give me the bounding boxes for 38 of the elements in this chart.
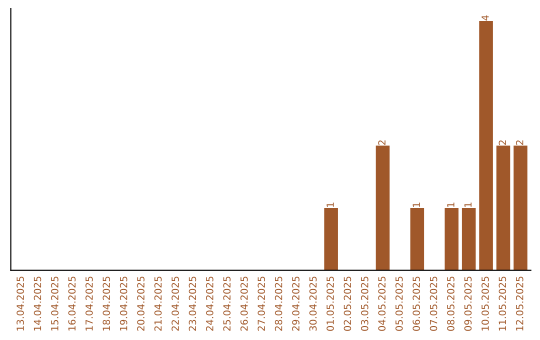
x-tick-label: 24.04.2025 — [206, 276, 214, 331]
x-tick-label: 06.05.2025 — [412, 276, 420, 331]
x-tick-label: 05.05.2025 — [395, 276, 403, 331]
x-tick-label: 15.04.2025 — [51, 276, 58, 330]
data-label: 2 — [378, 140, 386, 145]
x-tick-label: 18.04.2025 — [102, 276, 110, 330]
data-label: 1 — [464, 202, 472, 207]
x-tick-label: 27.04.2025 — [258, 276, 266, 331]
x-tick-label: 26.04.2025 — [240, 276, 248, 331]
data-label: 1 — [447, 202, 454, 207]
x-tick-label: 30.04.2025 — [309, 276, 317, 331]
x-tick-label: 03.05.2025 — [360, 276, 368, 331]
x-tick-label: 28.04.2025 — [274, 276, 282, 331]
x-tick-label: 25.04.2025 — [223, 276, 231, 331]
data-label: 1 — [412, 202, 420, 207]
x-tick-label: 29.04.2025 — [292, 276, 300, 331]
x-tick-label: 12.05.2025 — [516, 276, 524, 330]
x-tick-label: 10.05.2025 — [482, 276, 489, 330]
data-label: 4 — [482, 15, 489, 20]
x-tick-label: 11.05.2025 — [498, 276, 506, 330]
data-label: 2 — [516, 140, 524, 145]
x-tick-label: 22.04.2025 — [172, 276, 179, 331]
x-tick-label: 13.04.2025 — [16, 276, 24, 330]
x-tick-label: 21.04.2025 — [154, 276, 162, 331]
x-tick-label: 01.05.2025 — [326, 276, 334, 331]
x-tick-label: 17.04.2025 — [85, 276, 93, 330]
x-tick-label: 09.05.2025 — [464, 276, 472, 331]
x-tick-label: 19.04.2025 — [120, 276, 128, 330]
data-label: 1 — [326, 202, 334, 207]
x-tick-label: 14.04.2025 — [34, 276, 42, 330]
x-tick-label: 02.05.2025 — [344, 276, 352, 331]
x-tick-label: 08.05.2025 — [447, 276, 454, 331]
x-tick-label: 07.05.2025 — [430, 276, 438, 331]
x-tick-label: 16.04.2025 — [68, 276, 76, 330]
x-tick-label: 23.04.2025 — [188, 276, 196, 331]
x-tick-label: 04.05.2025 — [378, 276, 386, 331]
data-label: 2 — [498, 140, 506, 145]
x-tick-label: 20.04.2025 — [137, 276, 144, 331]
